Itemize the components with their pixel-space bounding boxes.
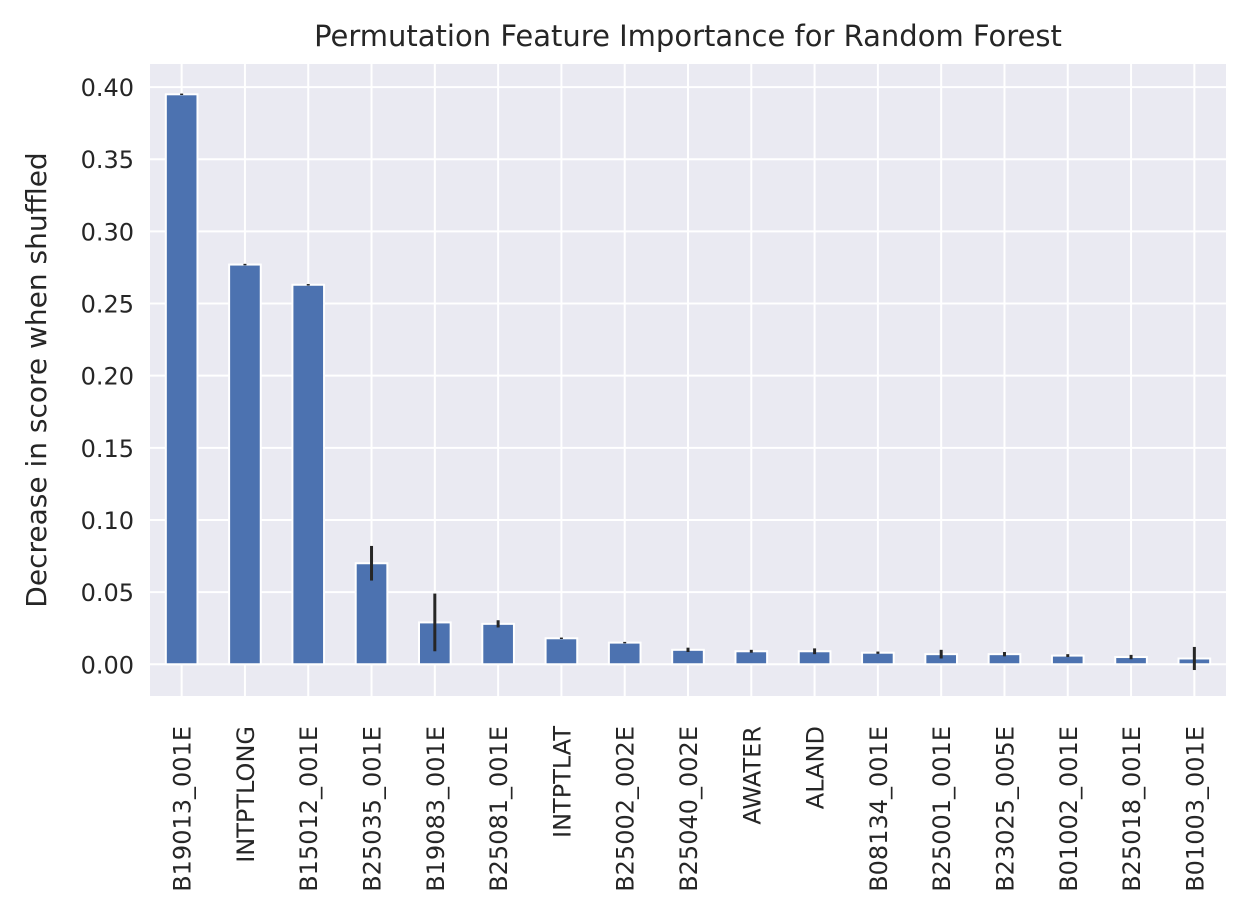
x-tick-label: B25035_001E xyxy=(359,726,387,892)
x-tick-label: B25001_001E xyxy=(928,726,956,892)
bar xyxy=(228,263,262,666)
bar xyxy=(734,650,769,666)
y-tick-label: 0.35 xyxy=(81,146,134,174)
y-tick-label: 0.00 xyxy=(81,651,134,679)
y-tick-label: 0.15 xyxy=(81,435,134,463)
x-tick-label: B19013_001E xyxy=(169,726,197,892)
x-tick-label: B01003_001E xyxy=(1181,726,1209,892)
x-tick-label: AWATER xyxy=(738,726,766,825)
x-tick-label: INTPTLAT xyxy=(548,726,576,838)
x-tick-label: B15012_001E xyxy=(295,726,323,892)
x-tick-label: ALAND xyxy=(802,726,830,809)
bars xyxy=(164,93,1212,666)
y-tick-label: 0.30 xyxy=(81,218,134,246)
bar xyxy=(164,93,199,666)
x-tick-label: B19083_001E xyxy=(422,726,450,892)
y-tick-label: 0.05 xyxy=(81,579,134,607)
x-tick-label: INTPTLONG xyxy=(232,726,260,863)
x-tick-label: B01002_001E xyxy=(1055,726,1083,892)
bar xyxy=(607,641,642,666)
x-tick-label: B25018_001E xyxy=(1118,726,1146,892)
x-tick-label: B25040_002E xyxy=(675,726,703,892)
y-tick-label: 0.20 xyxy=(81,363,134,391)
y-axis-ticks: 0.00 0.05 0.10 0.15 0.20 0.25 0.30 0.35 0.40 xyxy=(81,74,134,679)
x-tick-label: B23025_005E xyxy=(991,726,1019,892)
y-axis-label: Decrease in score when shuffled xyxy=(20,152,53,607)
bar xyxy=(861,651,895,666)
x-tick-label: B08134_001E xyxy=(865,726,893,892)
x-tick-label: B25002_002E xyxy=(612,726,640,892)
y-tick-label: 0.40 xyxy=(81,74,134,102)
bar xyxy=(544,637,579,666)
bar xyxy=(481,622,515,666)
bar xyxy=(291,283,326,666)
chart-title: Permutation Feature Importance for Rando… xyxy=(314,19,1062,53)
y-tick-label: 0.10 xyxy=(81,507,134,535)
error-bars xyxy=(180,93,1196,671)
x-axis-ticks: B19013_001E INTPTLONG B15012_001E B25035_00… xyxy=(169,726,1210,892)
y-tick-label: 0.25 xyxy=(81,291,134,319)
x-tick-label: B25081_001E xyxy=(485,726,513,892)
